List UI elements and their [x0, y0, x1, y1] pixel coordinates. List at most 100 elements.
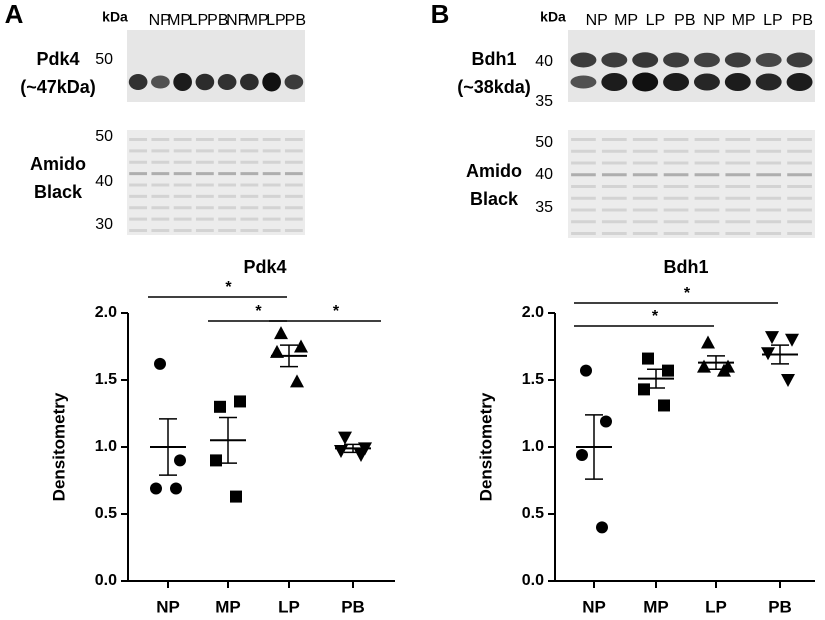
- marker-label: 40: [535, 53, 553, 70]
- blot-band: [693, 73, 720, 91]
- stain-band: [571, 149, 596, 153]
- stain-band: [262, 172, 281, 176]
- blot-band: [755, 73, 782, 91]
- data-point: [765, 331, 779, 345]
- lane-label: PB: [285, 12, 306, 29]
- data-point: [580, 364, 592, 377]
- stain-band: [571, 208, 596, 212]
- stain-band: [284, 149, 303, 153]
- data-point: [294, 339, 308, 353]
- stain-band: [632, 196, 658, 200]
- marker-label: 40: [535, 166, 553, 183]
- stain-band: [632, 173, 658, 177]
- stain-band: [151, 183, 170, 187]
- stain-band: [663, 161, 689, 165]
- stain-band: [284, 183, 303, 187]
- stain-band: [632, 149, 658, 153]
- blot-band: [570, 52, 597, 68]
- blot-band: [786, 52, 813, 68]
- stain-band: [571, 220, 596, 224]
- stain-band: [195, 217, 214, 221]
- data-point: [785, 333, 799, 347]
- stain-band: [601, 161, 627, 165]
- lane-label: MP: [614, 12, 638, 29]
- stain-band: [129, 149, 148, 153]
- stain-band: [756, 149, 782, 153]
- data-point: [270, 344, 284, 358]
- stain-band: [663, 208, 689, 212]
- stain-band: [151, 206, 170, 210]
- stain-band: [725, 220, 751, 224]
- stain-band: [240, 217, 259, 221]
- marker-label: 30: [95, 216, 113, 233]
- stain-band: [725, 173, 751, 177]
- stain-band: [632, 161, 658, 165]
- stain-band: [632, 185, 658, 188]
- y-tick-label: 2.0: [95, 304, 117, 321]
- data-point: [600, 415, 612, 428]
- lane-label: NP: [226, 12, 248, 29]
- y-axis-label: Densitometry: [476, 392, 495, 501]
- protein-size: (~47kDa): [20, 77, 96, 97]
- x-tick-label: LP: [705, 597, 727, 616]
- stain-band: [218, 183, 237, 187]
- blot-band: [128, 74, 148, 90]
- stain-band: [571, 138, 596, 141]
- data-point: [174, 454, 186, 467]
- lane-label: NP: [586, 12, 608, 29]
- blot-band: [724, 52, 751, 68]
- stain-band: [756, 220, 782, 224]
- data-point: [576, 449, 588, 462]
- stain-band: [601, 185, 627, 188]
- stain-band: [262, 229, 281, 232]
- blot-band: [601, 52, 628, 68]
- blot-band: [663, 52, 690, 68]
- blot-band: [570, 75, 597, 89]
- stain-band: [632, 232, 658, 235]
- stain-band: [632, 220, 658, 224]
- stain-band: [218, 172, 237, 176]
- blot-image: [568, 30, 815, 102]
- blot-image: [127, 30, 305, 102]
- stain-band: [240, 160, 259, 164]
- stain-band: [787, 173, 812, 177]
- stain-band: [262, 206, 281, 210]
- stain-band: [240, 194, 259, 198]
- data-point: [642, 352, 654, 365]
- data-point: [701, 335, 715, 349]
- stain-band: [262, 194, 281, 198]
- marker-label: 50: [95, 128, 113, 145]
- stain-band: [173, 149, 192, 153]
- stain-band: [284, 160, 303, 164]
- stain-band: [262, 217, 281, 221]
- stain-band: [694, 161, 720, 165]
- protein-name: Pdk4: [36, 49, 79, 69]
- stain-band: [129, 160, 148, 164]
- marker-label: 50: [95, 51, 113, 68]
- stain-band: [571, 161, 596, 165]
- stain-name: Black: [34, 182, 83, 202]
- stain-band: [725, 232, 751, 235]
- blot-band: [693, 52, 720, 68]
- data-point: [658, 399, 670, 412]
- y-tick-label: 1.0: [522, 438, 544, 455]
- stain-band: [601, 149, 627, 153]
- x-tick-label: MP: [215, 597, 241, 616]
- stain-band: [787, 149, 812, 153]
- stain-band: [694, 196, 720, 200]
- stain-band: [756, 173, 782, 177]
- data-point: [274, 326, 288, 340]
- blot-band: [786, 73, 813, 91]
- stain-band: [284, 194, 303, 198]
- blot-band: [601, 73, 628, 91]
- stain-band: [787, 232, 812, 235]
- stain-band: [218, 217, 237, 221]
- y-tick-label: 0.0: [522, 572, 544, 589]
- stain-band: [632, 138, 658, 141]
- stain-band: [756, 196, 782, 200]
- significance-label: *: [652, 308, 659, 325]
- stain-band: [173, 206, 192, 210]
- stain-band: [284, 229, 303, 232]
- blot-band: [632, 72, 659, 92]
- stain-band: [756, 161, 782, 165]
